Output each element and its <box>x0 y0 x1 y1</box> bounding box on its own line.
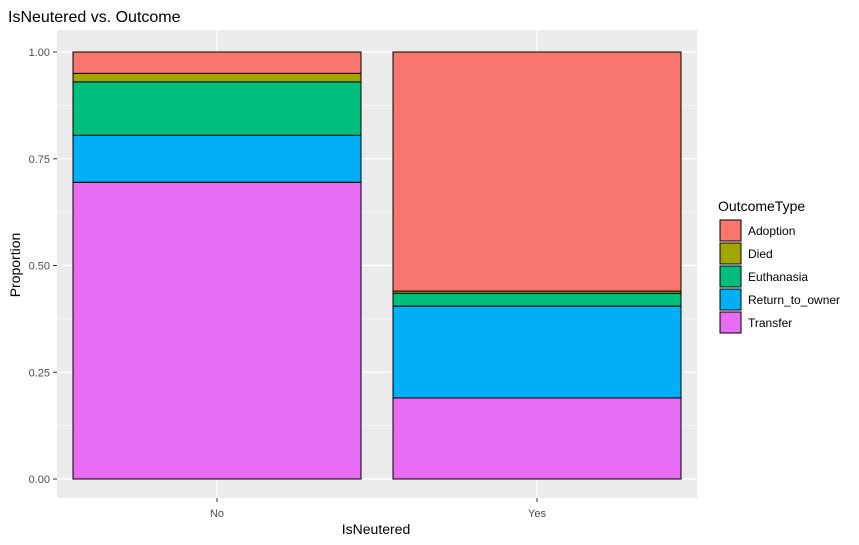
y-axis-title: Proportion <box>7 233 23 298</box>
bar-segment-no-transfer <box>72 181 362 480</box>
legend-label: Adoption <box>748 224 795 238</box>
y-tick-label: 0.00 <box>29 474 50 486</box>
chart-title: IsNeutered vs. Outcome <box>8 9 181 26</box>
legend-key-euthanasia <box>719 265 742 288</box>
x-tick-label: Yes <box>528 508 546 520</box>
legend-title: OutcomeType <box>718 198 805 214</box>
bar-segment-no-return-to-owner <box>72 134 362 183</box>
y-tick-label: 1.00 <box>29 47 50 59</box>
bar-segment-yes-euthanasia <box>392 292 682 307</box>
bar-segment-no-adoption <box>72 51 362 74</box>
legend-key-died <box>719 242 742 265</box>
x-tick-label: No <box>210 508 224 520</box>
bar-segment-no-euthanasia <box>72 81 362 136</box>
bar-segment-yes-adoption <box>392 51 682 292</box>
x-axis-title: IsNeutered <box>342 521 410 537</box>
y-axis: 0.00 0.25 0.50 0.75 1.00 <box>29 47 57 486</box>
legend-label: Died <box>748 247 773 261</box>
bar-segment-yes-transfer <box>392 397 682 480</box>
legend-label: Transfer <box>748 316 792 330</box>
legend-key-transfer <box>719 311 742 334</box>
y-tick-label: 0.75 <box>29 154 50 166</box>
y-tick-label: 0.25 <box>29 367 50 379</box>
legend-label: Return_to_owner <box>748 293 840 307</box>
legend-key-adoption <box>719 219 742 242</box>
bars <box>72 51 682 480</box>
bar-segment-yes-return-to-owner <box>392 305 682 399</box>
y-tick-label: 0.50 <box>29 261 50 273</box>
legend-key-return-to-owner <box>719 288 742 311</box>
legend: OutcomeType Adoption Died Euthanasia Return… <box>718 198 840 334</box>
x-axis: No Yes <box>210 498 546 520</box>
bar-segment-no-died <box>72 72 362 83</box>
legend-label: Euthanasia <box>748 270 808 284</box>
